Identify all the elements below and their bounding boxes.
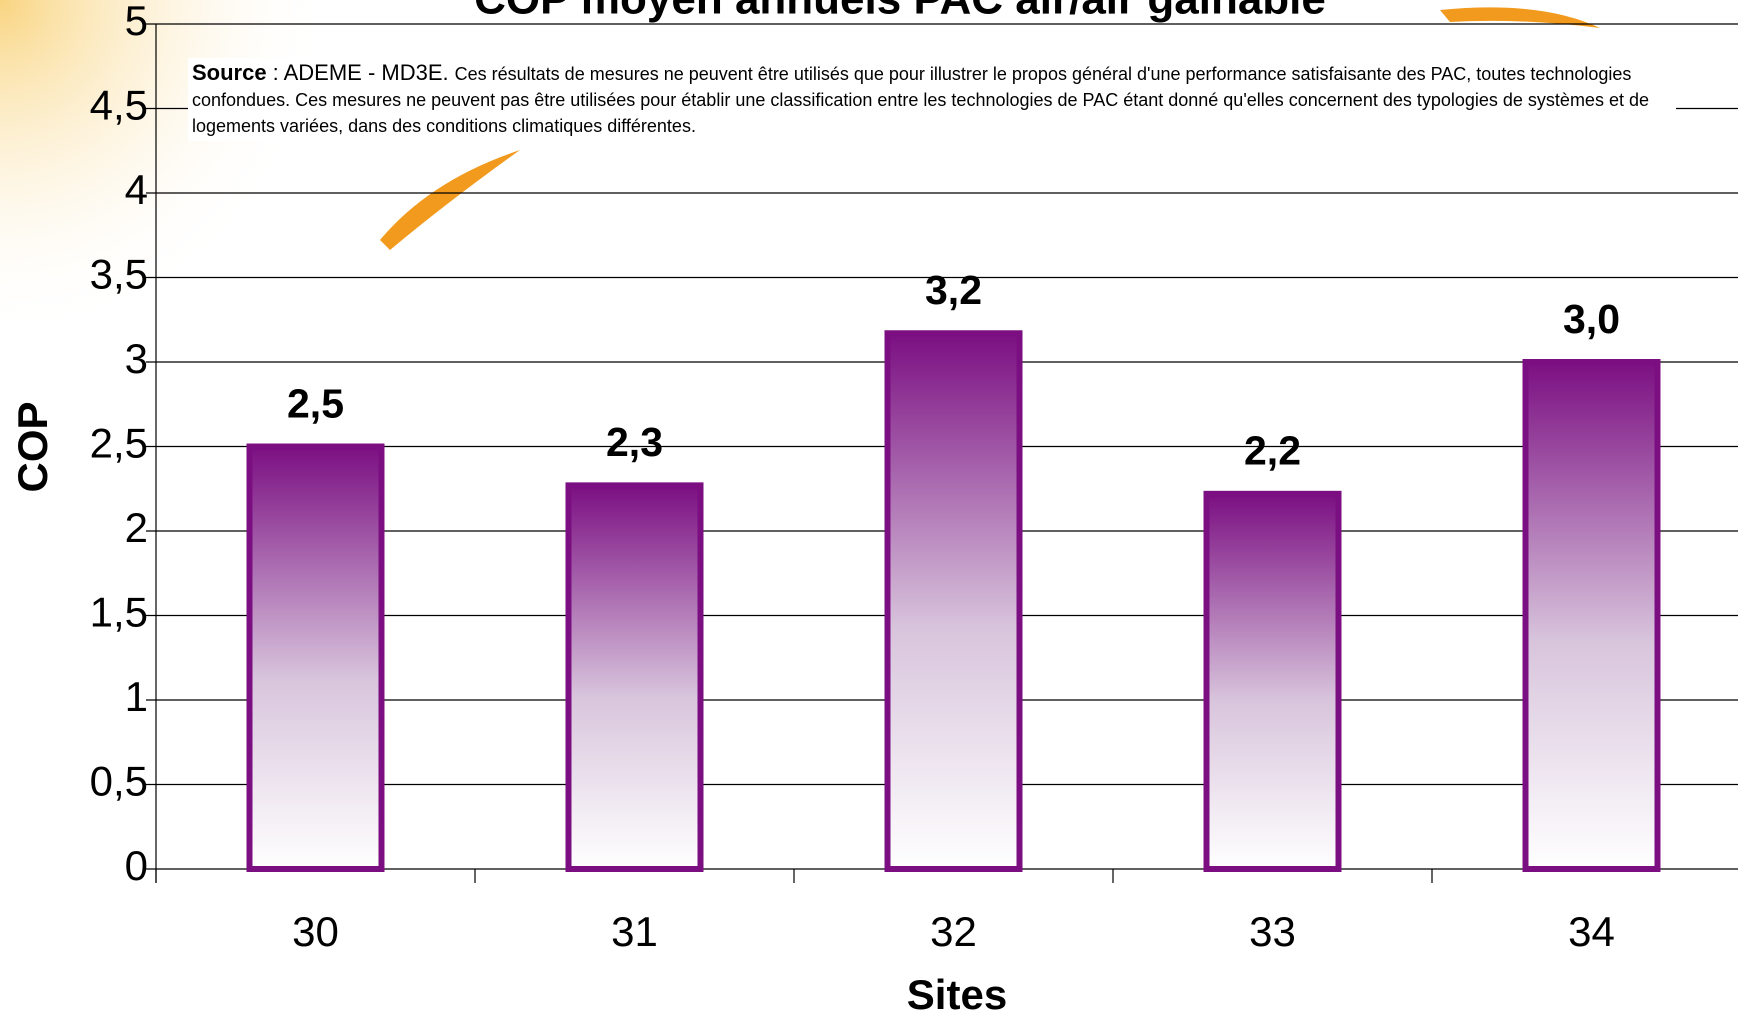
chart-title: COP moyen annuels PAC air/air gainable [474, 0, 1326, 24]
x-axis-label: Sites [907, 971, 1007, 1018]
value-label: 2,5 [287, 380, 344, 426]
y-tick-label: 0,5 [90, 758, 148, 805]
decoration [0, 0, 330, 340]
y-tick-label: 5 [125, 0, 148, 44]
value-label: 3,2 [925, 267, 982, 313]
y-tick-label: 2,5 [90, 420, 148, 467]
x-tick-label: 34 [1568, 908, 1615, 955]
bar [250, 447, 382, 870]
source-note: Source: ADEME - MD3E.Ces résultats de me… [188, 58, 1676, 141]
y-tick-label: 3,5 [90, 251, 148, 298]
y-tick-label: 4,5 [90, 82, 148, 129]
y-tick-label: 0 [125, 842, 148, 889]
decoration [1440, 7, 1600, 28]
y-tick-label: 1,5 [90, 589, 148, 636]
decoration [380, 150, 520, 250]
source-label: Source [192, 60, 267, 85]
x-tick-label: 33 [1249, 908, 1296, 955]
y-axis-label: COP [9, 401, 56, 492]
bar [1207, 494, 1339, 869]
y-tick-label: 2 [125, 504, 148, 551]
x-tick-label: 32 [930, 908, 977, 955]
x-tick-label: 30 [292, 908, 339, 955]
y-tick-label: 1 [125, 673, 148, 720]
value-label: 2,3 [606, 419, 663, 465]
source-org: : ADEME - MD3E. [273, 60, 449, 85]
value-label: 3,0 [1563, 296, 1620, 342]
chart: COP moyen annuels PAC air/air gainable S… [0, 0, 1738, 1019]
bar [569, 485, 701, 869]
bar [1526, 362, 1658, 869]
bar [888, 333, 1020, 869]
x-tick-label: 31 [611, 908, 658, 955]
page: {"chart_data": {"type": "bar", "title": … [0, 0, 1738, 1019]
y-tick-label: 3 [125, 335, 148, 382]
value-label: 2,2 [1244, 428, 1301, 474]
y-tick-label: 4 [125, 166, 148, 213]
